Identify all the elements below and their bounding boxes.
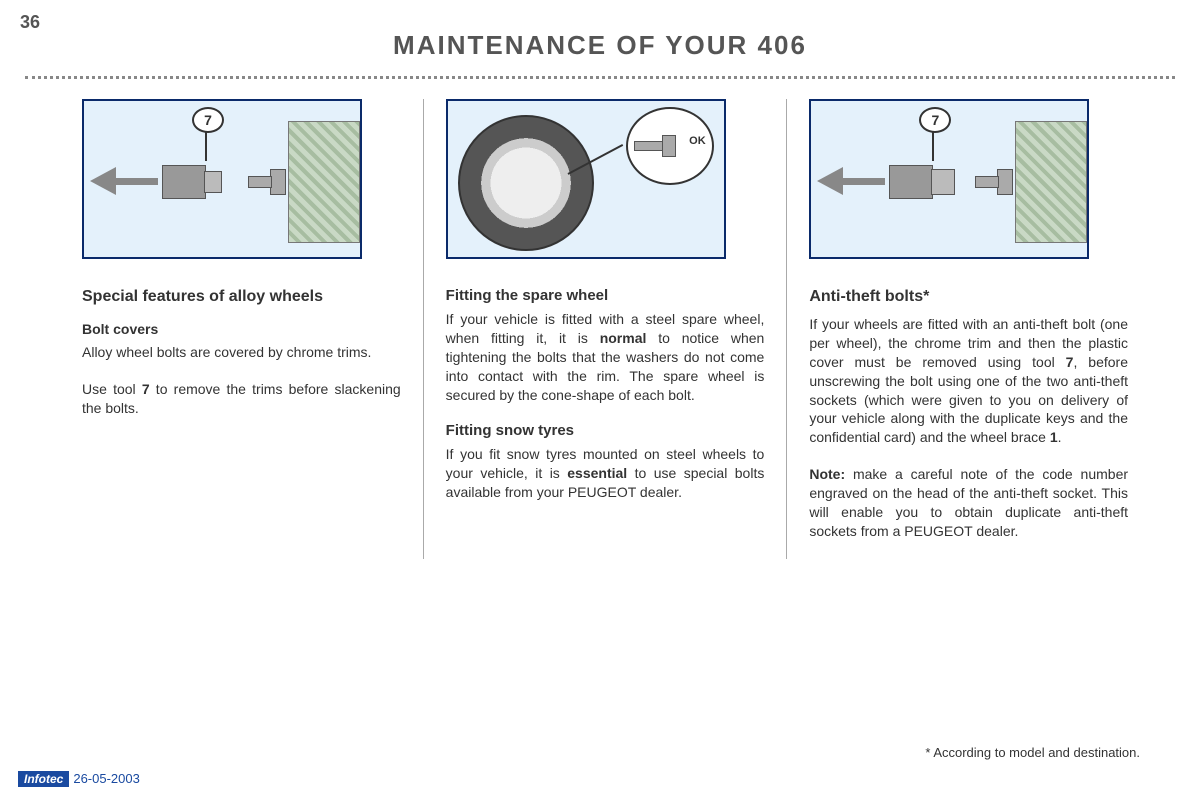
paragraph: Use tool 7 to remove the trims before sl… [82, 380, 401, 418]
section-title-snow: Fitting snow tyres [446, 422, 765, 439]
label-leader [932, 131, 934, 161]
callout-bolt [634, 141, 664, 151]
diagram-spare-wheel: OK [446, 99, 726, 259]
diagram-bolt-cover: 7 [82, 99, 362, 259]
infotec-date: 26-05-2003 [73, 771, 140, 786]
bold-normal: normal [600, 330, 647, 346]
section-title-spare: Fitting the spare wheel [446, 287, 765, 304]
label-leader [205, 131, 207, 161]
paragraph: Note: make a careful note of the code nu… [809, 465, 1128, 541]
ok-label: OK [689, 135, 706, 147]
section-title-alloy: Special features of alloy wheels [82, 287, 401, 307]
column-2: OK Fitting the spare wheel If your vehic… [423, 99, 787, 559]
paragraph: If your vehicle is fitted with a steel s… [446, 310, 765, 404]
tool-tip [204, 171, 222, 193]
bolt-shaft [975, 176, 999, 188]
arrow-left-icon [817, 167, 843, 195]
tyre-icon [458, 115, 594, 251]
arrow-shaft [114, 178, 158, 185]
wheel-surface [1015, 121, 1087, 243]
bolt-shaft [248, 176, 272, 188]
bold-note: Note: [809, 466, 845, 482]
diagram-anti-theft: 7 [809, 99, 1089, 259]
bold-essential: essential [567, 465, 627, 481]
bolt-head [270, 169, 286, 195]
socket-tip [931, 169, 955, 195]
wheel-surface [288, 121, 360, 243]
diagram-label-7: 7 [192, 107, 224, 133]
column-1: 7 Special features of alloy wheels Bolt … [60, 99, 423, 559]
infotec-badge: Infotec [18, 771, 69, 787]
footnote: * According to model and destination. [925, 745, 1140, 760]
page-number: 36 [20, 12, 40, 33]
bold-7: 7 [142, 381, 150, 397]
text: make a careful note of the code number e… [809, 466, 1128, 539]
infotec-footer: Infotec 26-05-2003 [18, 771, 140, 786]
bold-1: 1 [1050, 429, 1058, 445]
tool-body [162, 165, 206, 199]
arrow-left-icon [90, 167, 116, 195]
section-title-antitheft: Anti-theft bolts* [809, 287, 1128, 307]
separator-dotted [25, 76, 1175, 79]
text: Use tool [82, 381, 142, 397]
callout-bolt-head [662, 135, 676, 157]
diagram-label-7: 7 [919, 107, 951, 133]
text: . [1058, 429, 1062, 445]
paragraph: If your wheels are fitted with an anti-t… [809, 315, 1128, 447]
paragraph: If you fit snow tyres mounted on steel w… [446, 445, 765, 502]
bolt-head [997, 169, 1013, 195]
paragraph: Alloy wheel bolts are covered by chrome … [82, 343, 401, 362]
column-3: 7 Anti-theft bolts* If your wheels are f… [786, 99, 1150, 559]
main-title: MAINTENANCE OF YOUR 406 [0, 0, 1200, 61]
columns: 7 Special features of alloy wheels Bolt … [60, 99, 1150, 559]
arrow-shaft [841, 178, 885, 185]
sub-title-bolt-covers: Bolt covers [82, 321, 401, 337]
tool-body [889, 165, 933, 199]
